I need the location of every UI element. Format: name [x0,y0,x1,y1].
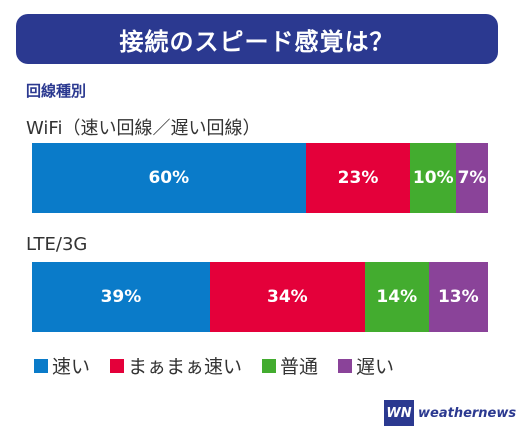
data-label: 23% [337,168,379,188]
data-label: 7% [457,168,487,188]
bar-segment-slow: 7% [456,143,488,213]
data-label: 60% [148,168,190,188]
bar-segment-fast: 39% [32,262,210,332]
bar-segment-normal: 10% [410,143,457,213]
legend-label-soso: まぁまぁ速い [128,356,243,378]
legend-swatch-fast [34,358,48,373]
bar-segment-fast: 60% [32,143,306,213]
legend-item-slow: 遅い [338,352,394,379]
bar-lte: 39% 34% 14% 13% [32,262,488,332]
legend-swatch-slow [338,358,353,373]
bar-segment-soso: 34% [209,262,365,332]
bar-wifi: 60% 23% 10% 7% [32,143,488,213]
data-label: 13% [437,287,479,307]
legend-label-slow: 遅い [356,356,395,378]
title-banner: 接続のスピード感覚は？ [16,14,498,64]
data-label: 34% [266,287,308,307]
bar-segment-soso: 23% [305,143,411,213]
legend-item-normal: 普通 [262,352,318,379]
chart-title: 接続のスピード感覚は？ [119,27,395,56]
chart-subtitle: 回線種別 [26,82,87,100]
data-label: 39% [100,287,142,307]
legend: 速い まぁまぁ速い 普通 遅い [34,352,394,379]
legend-label-fast: 速い [52,356,91,378]
logo-text: weathernews [418,405,517,421]
bar-segment-slow: 13% [428,262,488,332]
data-label: 14% [376,287,418,307]
category-label-lte: LTE/3G [26,234,88,255]
legend-item-soso: まぁまぁ速い [110,352,242,379]
weathernews-logo: WN weathernews [384,400,516,426]
logo-mark: WN [384,400,414,426]
category-label-wifi: WiFi（速い回線／遅い回線） [26,118,261,139]
bar-segment-normal: 14% [364,262,429,332]
legend-label-normal: 普通 [280,356,319,378]
legend-swatch-normal [262,358,277,373]
legend-item-fast: 速い [34,352,90,379]
legend-swatch-soso [110,358,125,373]
data-label: 10% [412,168,454,188]
